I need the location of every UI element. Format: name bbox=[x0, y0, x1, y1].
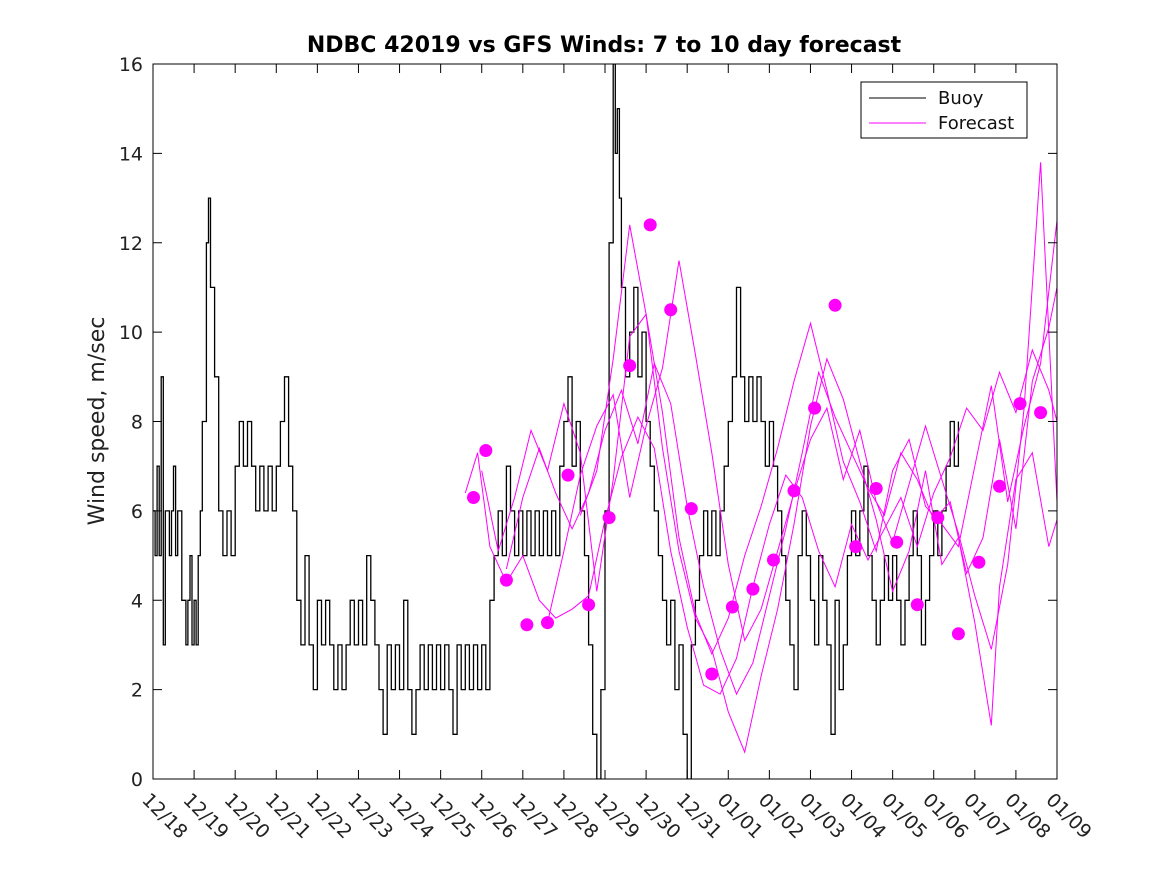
forecast-marker bbox=[520, 618, 534, 632]
x-tick-label: 12/25 bbox=[425, 789, 479, 843]
x-tick-label: 12/30 bbox=[631, 789, 685, 843]
forecast-marker bbox=[746, 582, 760, 596]
y-tick-label: 12 bbox=[119, 233, 143, 255]
forecast-marker bbox=[705, 667, 719, 681]
forecast-marker bbox=[787, 484, 801, 498]
forecast-marker bbox=[910, 598, 924, 612]
x-tick-label: 12/18 bbox=[137, 789, 191, 843]
legend-label-forecast: Forecast bbox=[938, 113, 1014, 134]
x-tick-label: 01/06 bbox=[918, 789, 972, 843]
forecast-marker bbox=[972, 555, 986, 569]
forecast-series bbox=[464, 162, 1057, 754]
x-tick-label: 12/24 bbox=[384, 789, 438, 843]
forecast-marker bbox=[602, 511, 616, 525]
x-tick-label: 01/04 bbox=[836, 789, 890, 843]
forecast-marker bbox=[1034, 406, 1048, 420]
forecast-marker bbox=[499, 573, 513, 587]
forecast-line-5 bbox=[579, 224, 1057, 754]
forecast-marker bbox=[582, 598, 596, 612]
x-tick-label: 12/19 bbox=[179, 789, 233, 843]
x-tick-label: 12/29 bbox=[589, 789, 643, 843]
x-tick-label: 12/20 bbox=[220, 789, 274, 843]
forecast-marker bbox=[664, 303, 678, 317]
chart-title: NDBC 42019 vs GFS Winds: 7 to 10 day for… bbox=[307, 33, 902, 58]
x-tick-label: 12/22 bbox=[302, 789, 356, 843]
x-tick-label: 12/28 bbox=[548, 789, 602, 843]
y-axis-label: Wind speed, m/sec bbox=[85, 317, 110, 526]
x-tick-label: 01/07 bbox=[959, 789, 1013, 843]
forecast-marker bbox=[561, 468, 575, 482]
x-tick-label: 01/05 bbox=[877, 789, 931, 843]
x-tick-label: 01/01 bbox=[713, 789, 767, 843]
forecast-marker bbox=[931, 511, 945, 525]
legend-label-buoy: Buoy bbox=[938, 88, 984, 109]
forecast-marker bbox=[643, 218, 657, 232]
buoy-line bbox=[153, 64, 960, 779]
forecast-marker bbox=[684, 502, 698, 516]
x-tick-label: 01/08 bbox=[1000, 789, 1054, 843]
y-tick-label: 2 bbox=[131, 680, 143, 702]
y-tick-label: 4 bbox=[131, 590, 143, 612]
forecast-line-4 bbox=[547, 162, 1057, 650]
x-tick-label: 12/23 bbox=[343, 789, 397, 843]
forecast-line-1 bbox=[464, 348, 1057, 695]
y-tick-label: 10 bbox=[119, 322, 143, 344]
forecast-marker bbox=[951, 627, 965, 641]
forecast-marker bbox=[808, 401, 822, 415]
forecast-marker bbox=[890, 535, 904, 549]
forecast-marker bbox=[479, 444, 493, 457]
legend-box bbox=[860, 81, 1028, 139]
forecast-marker bbox=[767, 553, 780, 567]
y-tick-label: 6 bbox=[131, 501, 143, 523]
x-tick-label: 12/31 bbox=[672, 789, 726, 843]
y-tick-label: 8 bbox=[131, 412, 143, 434]
buoy-series bbox=[153, 64, 960, 779]
x-tick-label: 01/03 bbox=[795, 789, 849, 843]
forecast-marker bbox=[725, 600, 739, 614]
x-tick-label: 12/26 bbox=[466, 789, 520, 843]
forecast-marker bbox=[869, 482, 883, 495]
forecast-marker bbox=[467, 491, 480, 504]
forecast-line-2 bbox=[481, 220, 1057, 656]
y-tick-label: 14 bbox=[119, 143, 143, 165]
forecast-marker bbox=[849, 540, 863, 554]
forecast-marker bbox=[1013, 397, 1027, 411]
x-tick-label: 12/27 bbox=[507, 789, 561, 843]
forecast-marker bbox=[993, 479, 1006, 493]
forecast-marker bbox=[828, 298, 842, 312]
x-tick-label: 01/02 bbox=[754, 789, 808, 843]
y-tick-label: 16 bbox=[119, 54, 143, 76]
forecast-marker bbox=[541, 616, 554, 630]
forecast-markers bbox=[467, 218, 1048, 681]
forecast-marker bbox=[623, 359, 637, 373]
x-tick-label: 12/21 bbox=[261, 789, 315, 843]
y-tick-label: 0 bbox=[131, 769, 143, 791]
legend: Buoy Forecast bbox=[860, 81, 1028, 139]
x-tick-label: 01/09 bbox=[1041, 789, 1095, 843]
